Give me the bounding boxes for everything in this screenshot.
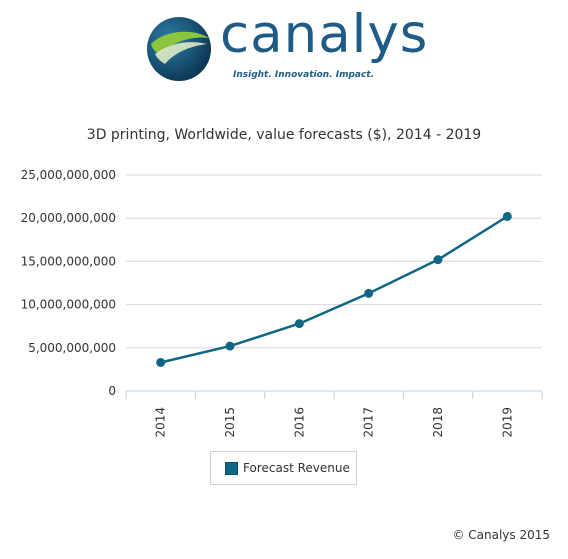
x-tick-label: 2017 — [362, 407, 376, 438]
x-tick-label: 2014 — [154, 407, 168, 438]
y-tick-label: 25,000,000,000 — [21, 168, 116, 182]
x-tick-label: 2015 — [223, 407, 237, 438]
data-point[interactable] — [502, 211, 512, 221]
globe-icon — [147, 17, 211, 81]
y-tick-label: 10,000,000,000 — [21, 298, 116, 312]
brand-tagline: Insight. Innovation. Impact. — [233, 70, 375, 80]
chart-title: 3D printing, Worldwide, value forecasts … — [86, 127, 482, 143]
data-point[interactable] — [294, 319, 304, 329]
series-line — [160, 215, 508, 364]
x-tick-label: 2018 — [431, 407, 445, 438]
data-point[interactable] — [156, 357, 166, 367]
series-forecast-revenue — [156, 211, 512, 367]
x-tick-label: 2016 — [292, 407, 306, 438]
x-tick-label: 2019 — [500, 407, 514, 438]
copyright: © Canalys 2015 — [452, 528, 550, 542]
canalys-logo: canalys Insight. Innovation. Impact. — [145, 8, 435, 86]
legend[interactable]: Forecast Revenue — [210, 451, 357, 485]
grid-lines — [126, 174, 542, 349]
brand-name: canalys — [220, 4, 429, 65]
y-tick-label: 15,000,000,000 — [21, 254, 116, 268]
y-tick-label: 0 — [108, 384, 116, 398]
y-axis: 0 5,000,000,000 10,000,000,000 15,000,000,0… — [21, 168, 116, 398]
y-tick-label: 20,000,000,000 — [21, 211, 116, 225]
line-chart: 0 5,000,000,000 10,000,000,000 15,000,000,0… — [21, 168, 543, 438]
data-point[interactable] — [364, 288, 374, 298]
data-point[interactable] — [433, 255, 443, 265]
legend-label: Forecast Revenue — [243, 461, 350, 475]
data-point[interactable] — [225, 341, 235, 351]
legend-swatch — [225, 461, 238, 475]
x-axis: 2014 2015 2016 2017 2018 2019 — [125, 390, 543, 438]
y-tick-label: 5,000,000,000 — [28, 341, 116, 355]
